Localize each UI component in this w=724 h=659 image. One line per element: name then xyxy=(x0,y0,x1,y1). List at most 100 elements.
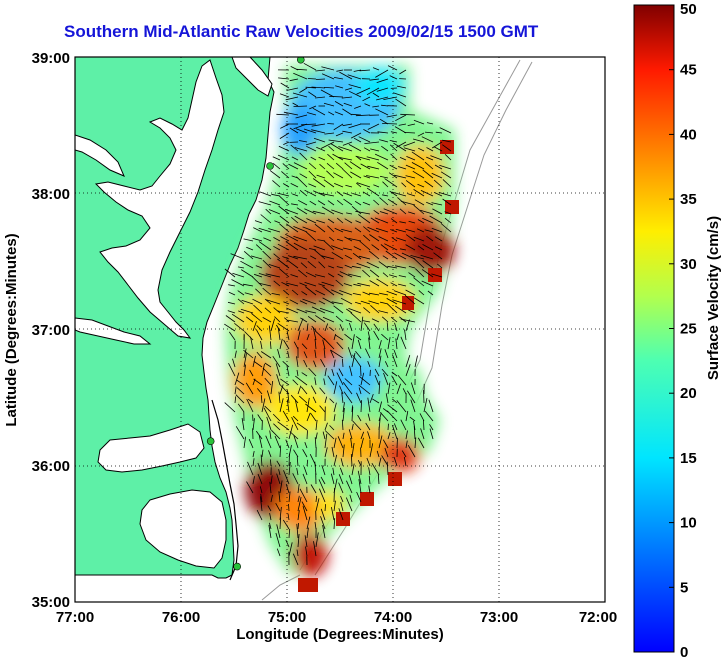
velocity-vector xyxy=(308,367,317,377)
velocity-vector xyxy=(314,437,317,449)
velocity-vector xyxy=(360,300,371,305)
velocity-vector xyxy=(334,111,344,116)
radar-station-marker xyxy=(206,437,215,446)
velocity-vector xyxy=(279,132,290,139)
velocity-vector xyxy=(262,259,272,269)
velocity-vector xyxy=(279,268,290,278)
velocity-vector xyxy=(403,132,416,134)
velocity-vector xyxy=(423,398,428,413)
velocity-vector xyxy=(391,375,398,386)
velocity-vector xyxy=(420,428,425,440)
velocity-vector xyxy=(279,195,290,206)
velocity-vector xyxy=(336,199,344,206)
velocity-vector xyxy=(277,192,290,197)
velocity-vector xyxy=(369,280,380,287)
velocity-vector xyxy=(394,252,407,260)
james-river xyxy=(75,317,152,345)
velocity-vector xyxy=(304,189,317,197)
velocity-vector xyxy=(288,491,291,503)
velocity-vector xyxy=(306,516,311,530)
colorbar-tick-label: 25 xyxy=(680,321,697,338)
velocity-vector xyxy=(307,260,317,269)
albemarle-sound xyxy=(97,423,205,473)
velocity-vector xyxy=(234,372,240,386)
velocity-vector xyxy=(334,227,344,233)
velocity-vector xyxy=(272,355,281,368)
velocity-vector xyxy=(291,203,299,206)
velocity-vector xyxy=(315,69,326,72)
velocity-vector xyxy=(306,430,308,440)
velocity-vector xyxy=(331,301,344,305)
velocity-vector xyxy=(312,107,326,116)
velocity-vector xyxy=(292,553,299,566)
velocity-vector xyxy=(332,153,344,161)
velocity-vector xyxy=(305,403,317,413)
velocity-vector xyxy=(394,265,407,269)
velocity-vector xyxy=(419,413,425,422)
velocity-vector xyxy=(370,217,380,224)
velocity-vector xyxy=(338,156,353,161)
velocity-vector xyxy=(296,422,308,431)
velocity-vector xyxy=(323,179,335,188)
velocity-vector xyxy=(244,331,254,341)
velocity-vector xyxy=(355,351,362,359)
velocity-vector xyxy=(300,317,308,323)
velocity-vector xyxy=(265,273,281,278)
velocity-vector xyxy=(266,416,272,431)
velocity-vector xyxy=(333,333,336,341)
velocity-vector xyxy=(276,460,281,467)
velocity-vector xyxy=(296,456,299,467)
velocity-vector xyxy=(339,290,353,296)
velocity-vector xyxy=(375,227,389,233)
velocity-vector xyxy=(337,273,344,278)
velocity-vector xyxy=(351,352,356,368)
velocity-vector xyxy=(394,305,407,314)
velocity-vector xyxy=(339,385,344,395)
radar-station-marker xyxy=(266,162,274,170)
velocity-vector xyxy=(405,354,411,368)
velocity-vector xyxy=(396,333,400,341)
velocity-vector xyxy=(273,280,281,287)
velocity-vector xyxy=(331,368,335,377)
velocity-vector xyxy=(387,382,391,395)
velocity-vector xyxy=(311,123,326,127)
velocity-vector xyxy=(252,451,255,458)
velocity-vector xyxy=(324,323,329,332)
velocity-vector xyxy=(368,485,371,494)
velocity-vector xyxy=(360,437,364,449)
velocity-vector xyxy=(348,308,362,314)
velocity-vector xyxy=(324,447,328,458)
velocity-vector xyxy=(424,180,434,188)
velocity-vector xyxy=(264,405,272,413)
velocity-vector xyxy=(378,236,389,242)
velocity-vector xyxy=(338,508,344,521)
velocity-vector xyxy=(392,354,398,368)
velocity-vector xyxy=(235,426,245,440)
radar-station-marker xyxy=(296,57,305,64)
velocity-vector xyxy=(236,387,245,395)
velocity-vector xyxy=(381,333,389,341)
velocity-vector xyxy=(330,349,344,359)
velocity-vector xyxy=(333,123,344,131)
velocity-vector xyxy=(306,112,317,116)
velocity-vector xyxy=(336,372,344,386)
velocity-vector xyxy=(315,432,318,440)
velocity-vector xyxy=(270,380,274,395)
velocity-vector xyxy=(258,435,263,449)
velocity-vector xyxy=(333,437,337,449)
velocity-vector xyxy=(349,322,353,332)
velocity-vector xyxy=(269,200,281,206)
velocity-vector xyxy=(327,273,335,278)
velocity-vector xyxy=(348,84,362,89)
velocity-vector xyxy=(333,454,338,467)
velocity-vector xyxy=(359,240,371,251)
velocity-vector xyxy=(335,162,344,170)
velocity-vector xyxy=(442,198,452,206)
velocity-vector xyxy=(304,442,308,449)
velocity-vector xyxy=(257,462,263,476)
velocity-vector xyxy=(375,108,389,116)
velocity-vector xyxy=(356,491,362,503)
velocity-vector xyxy=(378,340,382,350)
velocity-vector xyxy=(293,242,308,251)
velocity-vector xyxy=(348,429,353,440)
